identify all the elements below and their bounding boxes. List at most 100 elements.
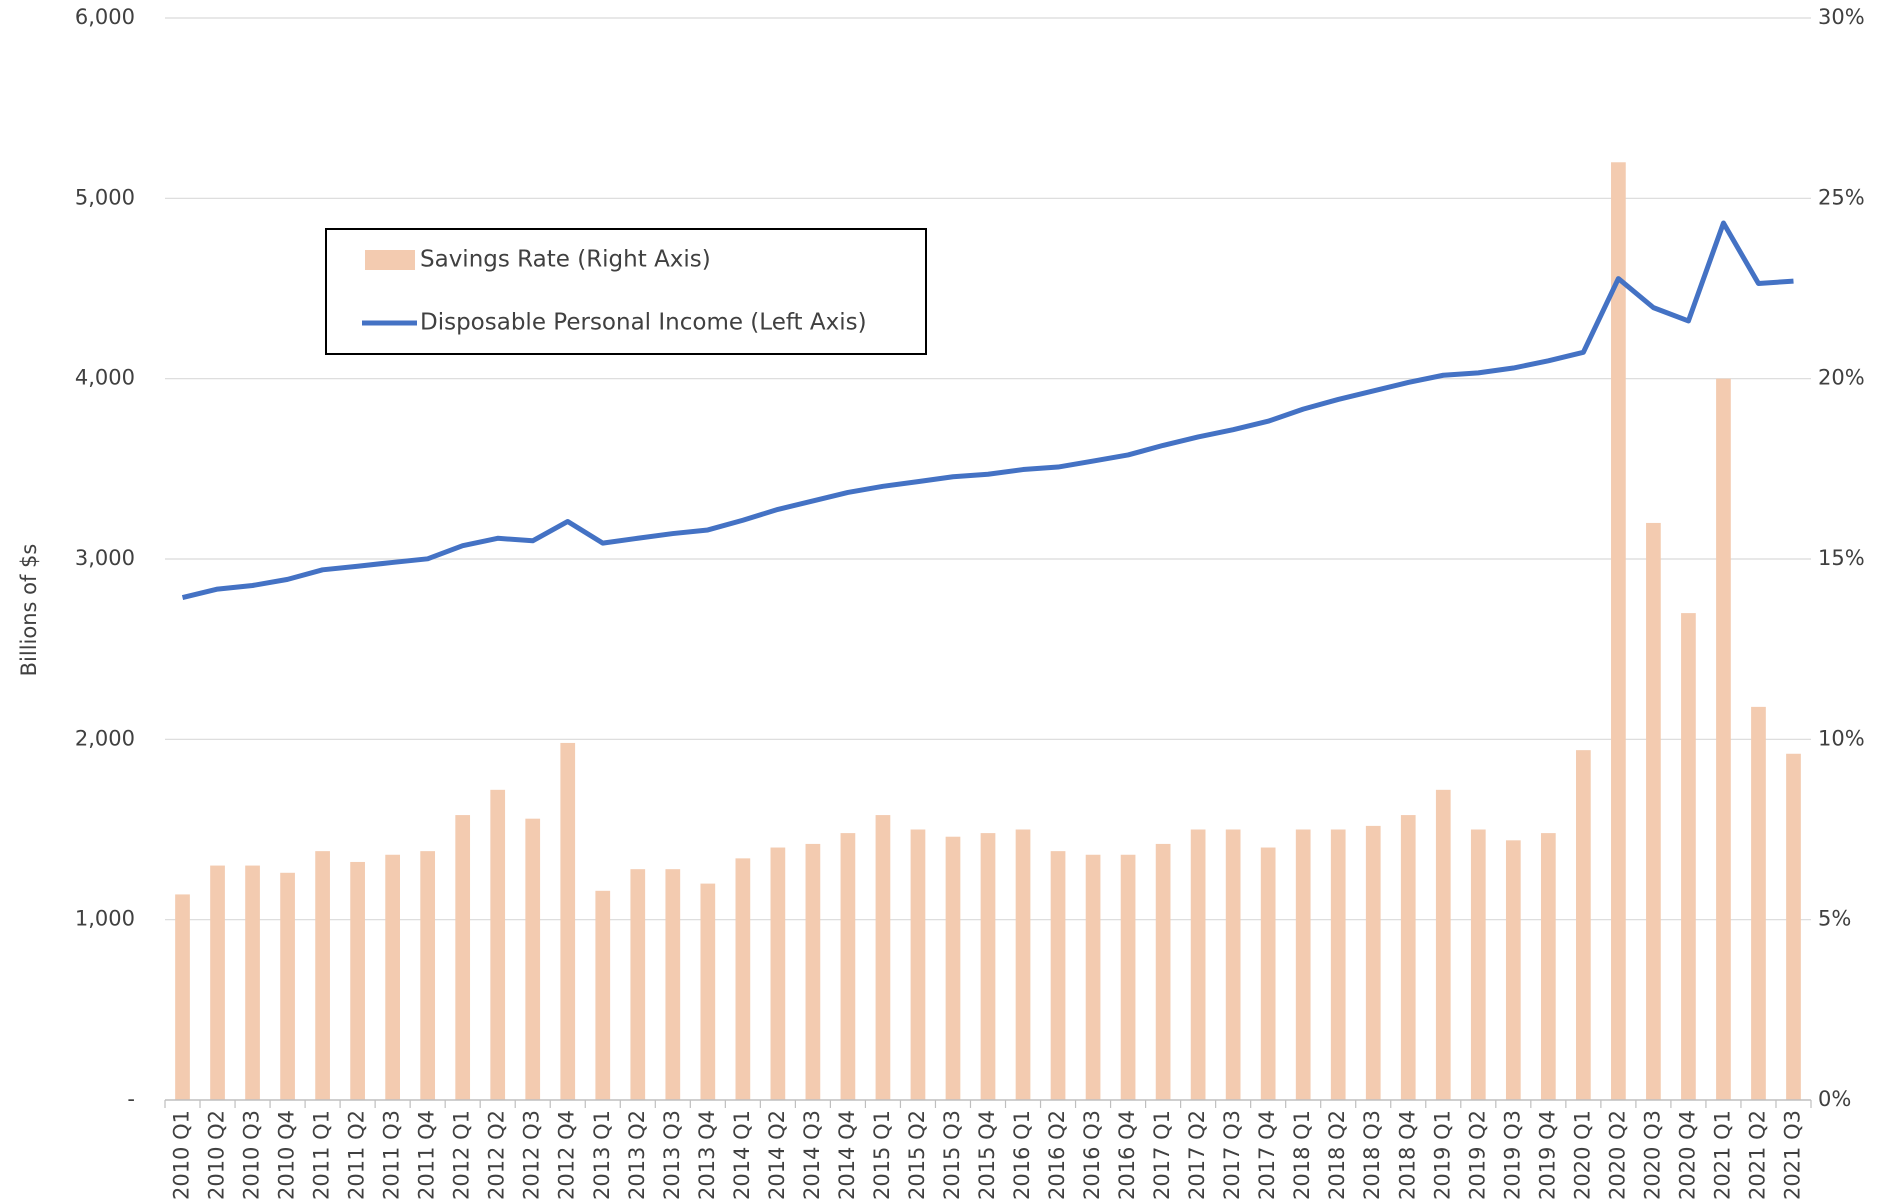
x-tick-label: 2016 Q3	[1080, 1110, 1104, 1199]
x-tick-label: 2011 Q1	[310, 1110, 334, 1199]
bar	[1681, 613, 1696, 1100]
x-tick-label: 2019 Q1	[1430, 1110, 1454, 1199]
bar	[560, 742, 576, 1100]
bar	[1295, 829, 1311, 1100]
bar	[525, 818, 541, 1100]
x-tick-label: 2020 Q4	[1675, 1110, 1699, 1199]
x-tick-label: 2016 Q2	[1045, 1110, 1069, 1199]
bar	[420, 851, 436, 1100]
legend-label: Disposable Personal Income (Left Axis)	[420, 310, 867, 336]
x-tick-label: 2018 Q1	[1290, 1110, 1314, 1199]
bar	[455, 815, 471, 1100]
x-tick-label: 2014 Q2	[765, 1110, 789, 1199]
y2-tick-label: 15%	[1818, 546, 1865, 570]
x-tick-label: 2018 Q3	[1360, 1110, 1384, 1199]
x-tick-label: 2017 Q2	[1185, 1110, 1209, 1199]
y2-tick-label: 20%	[1818, 366, 1865, 390]
bar	[910, 829, 926, 1100]
y-axis-label: Billions of $s	[17, 544, 41, 677]
y2-tick-label: 30%	[1818, 5, 1865, 29]
x-tick-label: 2013 Q3	[660, 1110, 684, 1199]
bar	[1646, 522, 1661, 1100]
x-tick-label: 2012 Q3	[520, 1110, 544, 1199]
bar	[595, 890, 611, 1100]
bar	[700, 883, 716, 1100]
x-tick-label: 2015 Q2	[905, 1110, 929, 1199]
bar	[945, 836, 961, 1100]
bar	[315, 851, 330, 1100]
bar	[1540, 833, 1556, 1100]
bar	[1576, 750, 1591, 1100]
y2-tick-label: 0%	[1818, 1087, 1851, 1111]
x-tick-label: 2013 Q2	[625, 1110, 649, 1199]
x-tick-label: 2012 Q2	[485, 1110, 509, 1199]
x-tick-label: 2010 Q4	[275, 1110, 299, 1199]
bar	[1365, 825, 1381, 1100]
y2-tick-label: 10%	[1818, 726, 1865, 750]
bar	[1190, 829, 1206, 1100]
bar	[1716, 378, 1731, 1101]
bar	[210, 865, 225, 1100]
bar	[1050, 851, 1066, 1100]
y-tick-label: 5,000	[75, 185, 135, 209]
bar	[1611, 162, 1626, 1100]
x-tick-label: 2014 Q4	[835, 1110, 859, 1199]
bar	[1120, 854, 1136, 1100]
bar	[1786, 753, 1801, 1100]
bar	[385, 854, 400, 1100]
bar	[1330, 829, 1346, 1100]
x-tick-label: 2018 Q4	[1395, 1110, 1419, 1199]
bar	[735, 858, 751, 1100]
x-tick-label: 2017 Q1	[1150, 1110, 1174, 1199]
x-tick-label: 2011 Q4	[415, 1110, 439, 1199]
x-tick-label: 2015 Q3	[940, 1110, 964, 1199]
bar	[280, 872, 295, 1100]
bar	[1435, 789, 1451, 1100]
x-tick-label: 2021 Q3	[1780, 1110, 1804, 1199]
y-tick-label: 1,000	[75, 907, 135, 931]
legend-label: Savings Rate (Right Axis)	[420, 247, 711, 273]
line	[181, 220, 1794, 601]
legend-swatch	[365, 250, 415, 270]
x-tick-label: 2014 Q1	[730, 1110, 754, 1199]
x-tick-label: 2020 Q1	[1570, 1110, 1594, 1199]
x-tick-label: 2017 Q3	[1220, 1110, 1244, 1199]
bar	[1751, 706, 1766, 1100]
x-tick-label: 2018 Q2	[1325, 1110, 1349, 1199]
x-tick-label: 2021 Q1	[1710, 1110, 1734, 1199]
x-tick-label: 2013 Q4	[695, 1110, 719, 1199]
x-tick-label: 2019 Q4	[1535, 1110, 1559, 1199]
x-tick-label: 2020 Q2	[1605, 1110, 1629, 1199]
legend: Savings Rate (Right Axis) Disposable Pers…	[325, 228, 927, 355]
x-tick-label: 2013 Q1	[590, 1110, 614, 1199]
bar	[980, 833, 996, 1100]
y-tick-label: -	[127, 1087, 135, 1111]
x-tick-label: 2011 Q3	[380, 1110, 404, 1199]
x-tick-label: 2011 Q2	[345, 1110, 369, 1199]
x-tick-label: 2019 Q3	[1500, 1110, 1524, 1199]
bar	[875, 815, 891, 1100]
x-tick-label: 2019 Q2	[1465, 1110, 1489, 1199]
bar	[1085, 854, 1101, 1100]
x-tick-label: 2016 Q4	[1115, 1110, 1139, 1199]
x-tick-label: 2015 Q1	[870, 1110, 894, 1199]
y2-tick-label: 25%	[1818, 185, 1865, 209]
x-tick-label: 2010 Q3	[240, 1110, 264, 1199]
bar	[350, 861, 365, 1100]
x-tick-label: 2015 Q4	[975, 1110, 999, 1199]
bar	[805, 843, 821, 1100]
bar	[1225, 829, 1241, 1100]
x-tick-label: 2010 Q2	[205, 1110, 229, 1199]
bar	[1015, 829, 1031, 1100]
y-tick-label: 2,000	[75, 726, 135, 750]
bar	[1470, 829, 1486, 1100]
bar	[1155, 843, 1171, 1100]
legend-box	[325, 228, 927, 355]
y-tick-label: 6,000	[75, 5, 135, 29]
bar	[245, 865, 260, 1100]
y2-tick-label: 5%	[1818, 907, 1851, 931]
bar	[1400, 815, 1416, 1100]
x-tick-label: 2016 Q1	[1010, 1110, 1034, 1199]
bar	[630, 869, 646, 1100]
